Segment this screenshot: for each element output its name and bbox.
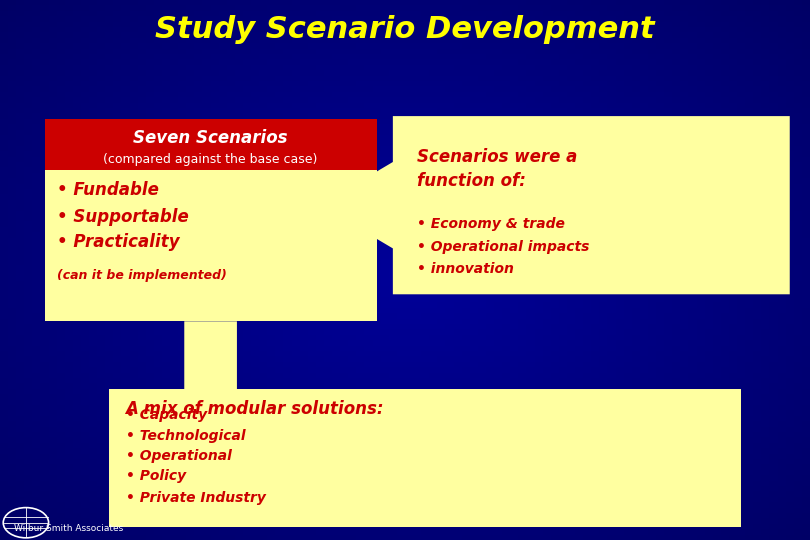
Text: • Economy & trade: • Economy & trade (417, 217, 565, 231)
Polygon shape (320, 116, 790, 294)
Text: • Technological: • Technological (126, 429, 245, 443)
Text: Seven Scenarios: Seven Scenarios (134, 129, 288, 147)
Text: • Capacity: • Capacity (126, 408, 207, 422)
Text: • Practicality: • Practicality (57, 233, 179, 251)
Text: • Operational impacts: • Operational impacts (417, 240, 590, 254)
Text: Wilbur Smith Associates: Wilbur Smith Associates (15, 524, 123, 533)
FancyBboxPatch shape (45, 119, 377, 170)
FancyBboxPatch shape (45, 170, 377, 321)
Text: • Private Industry: • Private Industry (126, 491, 266, 505)
FancyBboxPatch shape (109, 389, 741, 526)
Text: Study Scenario Development: Study Scenario Development (156, 15, 654, 44)
Text: (compared against the base case): (compared against the base case) (104, 153, 318, 166)
Text: A mix of modular solutions:: A mix of modular solutions: (126, 400, 384, 417)
Text: (can it be implemented): (can it be implemented) (57, 269, 227, 282)
Text: • Policy: • Policy (126, 469, 185, 483)
Polygon shape (158, 321, 263, 424)
Text: • Fundable: • Fundable (57, 181, 159, 199)
Text: • Operational: • Operational (126, 449, 232, 463)
Text: Scenarios were a
function of:: Scenarios were a function of: (417, 148, 578, 190)
Text: • Supportable: • Supportable (57, 208, 189, 226)
Text: • innovation: • innovation (417, 262, 514, 276)
